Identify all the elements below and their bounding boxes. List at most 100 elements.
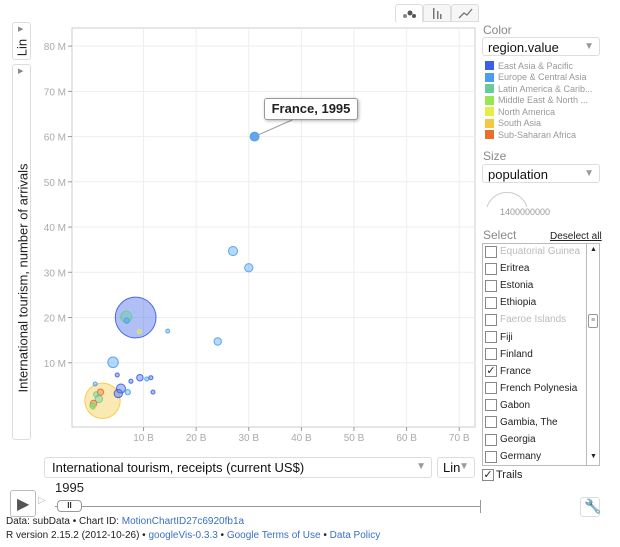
bubble xyxy=(244,263,254,273)
y-tick-label: 10 M xyxy=(44,359,66,370)
entity-label: Germany xyxy=(500,451,542,463)
entity-list-item[interactable]: ✓ France xyxy=(483,363,599,380)
timeline-track[interactable] xyxy=(55,506,481,507)
legend-item[interactable]: South Asia xyxy=(485,118,593,130)
entity-label: Faeroe Islands xyxy=(500,314,567,326)
entity-label: Equatorial Guinea xyxy=(500,246,581,258)
entity-label: Estonia xyxy=(500,280,534,292)
size-legend-circle xyxy=(486,191,528,208)
trails-label: Trails xyxy=(496,469,523,481)
x-tick-label: 30 B xyxy=(238,433,259,444)
scroll-thumb[interactable]: ≡ xyxy=(588,314,598,328)
scrollbar[interactable]: ▲ ≡ ▼ xyxy=(586,244,599,465)
checkbox[interactable] xyxy=(485,433,497,446)
separator: • xyxy=(217,530,227,541)
checkbox[interactable] xyxy=(485,279,497,292)
color-select[interactable]: region.value ▼ xyxy=(482,37,600,56)
bubble xyxy=(144,376,150,382)
bubble xyxy=(113,388,123,399)
x-scale-select[interactable]: Lin ▼ xyxy=(437,457,475,478)
bubble-france xyxy=(249,131,260,142)
color-swatch xyxy=(485,61,494,71)
googlevis-link[interactable]: googleVis-0.3.3 xyxy=(148,530,218,541)
entity-list-item[interactable]: Faeroe Islands xyxy=(483,311,599,328)
deselect-all-link[interactable]: Deselect all xyxy=(550,231,602,242)
separator: • xyxy=(320,530,330,541)
bar-chart-tab[interactable] xyxy=(423,4,451,22)
select-label: Select xyxy=(483,228,517,242)
color-swatch xyxy=(485,107,494,117)
y-scale-select[interactable]: ▶ Lin xyxy=(12,22,31,60)
entity-list-item[interactable]: Gabon xyxy=(483,397,599,414)
checkbox[interactable] xyxy=(485,382,497,395)
entity-list-item[interactable]: Equatorial Guinea xyxy=(483,244,599,260)
checkbox[interactable] xyxy=(485,399,497,412)
entity-label: Eritrea xyxy=(500,263,530,275)
size-select[interactable]: population ▼ xyxy=(482,164,600,183)
checkbox[interactable] xyxy=(485,262,497,275)
entity-list-item[interactable]: Fiji xyxy=(483,328,599,345)
footer-line-2: R version 2.15.2 (2012-10-26) • googleVi… xyxy=(6,530,380,541)
legend-item[interactable]: Latin America & Carib... xyxy=(485,83,593,95)
entity-list-item[interactable]: Gambia, The xyxy=(483,414,599,431)
entity-label: Gabon xyxy=(500,399,531,411)
entity-list-item[interactable]: French Polynesia xyxy=(483,380,599,397)
size-label: Size xyxy=(483,149,507,163)
checkbox[interactable] xyxy=(485,416,497,429)
checkbox[interactable]: ✓ xyxy=(485,365,497,378)
entity-list-items: Equatorial Guinea Eritrea Estonia Ethiopia F… xyxy=(483,244,599,465)
entity-list-item[interactable]: Estonia xyxy=(483,277,599,294)
checkbox[interactable] xyxy=(485,348,497,361)
legend-item[interactable]: East Asia & Pacific xyxy=(485,60,593,72)
color-swatch xyxy=(485,72,494,82)
checkbox[interactable] xyxy=(485,313,497,326)
y-tick-label: 30 M xyxy=(44,268,66,279)
timeline-end xyxy=(480,500,481,513)
bubble xyxy=(115,383,126,394)
play-button[interactable]: ▶ xyxy=(10,490,36,517)
entity-label: French Polynesia xyxy=(500,382,578,394)
tooltip-text: France, 1995 xyxy=(271,101,351,116)
entity-list-item[interactable]: Germany xyxy=(483,448,599,465)
entity-list-item[interactable]: Finland xyxy=(483,346,599,363)
entity-list[interactable]: Equatorial Guinea Eritrea Estonia Ethiopia F… xyxy=(482,243,600,466)
terms-link[interactable]: Google Terms of Use xyxy=(226,530,321,541)
checkbox[interactable] xyxy=(485,296,497,309)
line-chart-tab[interactable] xyxy=(451,4,479,22)
entity-label: France xyxy=(500,365,532,377)
speed-control[interactable]: ▷ xyxy=(38,495,46,506)
checkbox[interactable] xyxy=(485,450,497,463)
data-policy-link[interactable]: Data Policy xyxy=(329,530,381,541)
bubble xyxy=(90,404,96,410)
checkmark-icon: ✓ xyxy=(482,469,494,481)
checkbox[interactable] xyxy=(485,245,497,258)
legend-item[interactable]: Middle East & North ... xyxy=(485,95,593,107)
x-tick-label: 70 B xyxy=(449,433,470,444)
legend-item[interactable]: Europe & Central Asia xyxy=(485,72,593,84)
scroll-down-icon[interactable]: ▼ xyxy=(590,453,597,460)
x-tick-label: 50 B xyxy=(344,433,365,444)
entity-list-item[interactable]: Ethiopia xyxy=(483,294,599,311)
x-axis-select[interactable]: International tourism, receipts (current… xyxy=(44,457,432,478)
bubble xyxy=(213,337,222,346)
settings-button[interactable]: 🔧 xyxy=(580,497,601,517)
color-swatch xyxy=(485,130,494,140)
legend-label: North America xyxy=(498,106,556,117)
color-label: Color xyxy=(483,23,512,37)
entity-list-item[interactable]: Eritrea xyxy=(483,260,599,277)
scroll-up-icon[interactable]: ▲ xyxy=(590,246,597,253)
timeline-thumb[interactable]: ll xyxy=(57,500,82,512)
y-axis-select[interactable]: ▶ International tourism, number of arriv… xyxy=(12,64,31,440)
legend-item[interactable]: North America xyxy=(485,106,593,118)
chart-id-link[interactable]: MotionChartID27c6920fb1a xyxy=(121,516,245,527)
entity-list-item[interactable]: Georgia xyxy=(483,431,599,448)
bubble-plot[interactable]: 10 M 20 M 30 M 40 M 50 M 60 M 70 M 80 M 10 B 20 B… xyxy=(0,0,480,450)
checkbox[interactable] xyxy=(485,331,497,344)
bubble-chart-tab[interactable] xyxy=(395,4,423,22)
color-value: region.value xyxy=(488,40,559,55)
bubble xyxy=(150,389,156,395)
legend-item[interactable]: Sub-Saharan Africa xyxy=(485,129,593,141)
dropdown-arrow-icon: ▼ xyxy=(416,461,426,472)
bubble-chart-icon xyxy=(403,10,416,18)
trails-checkbox[interactable]: ✓ Trails xyxy=(482,469,522,481)
